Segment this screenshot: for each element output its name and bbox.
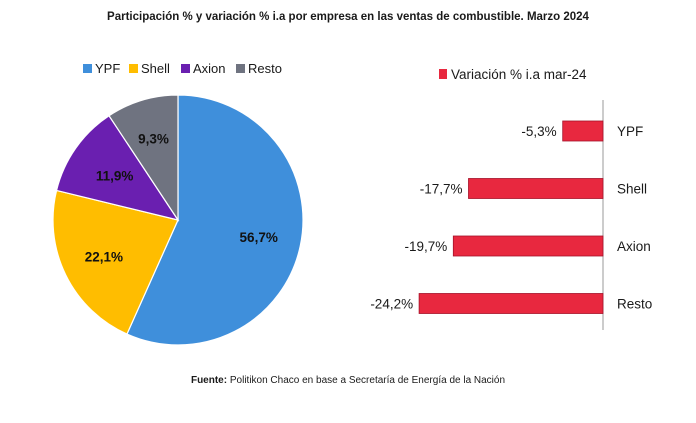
bar-value-label-ypf: -5,3% [521, 124, 556, 139]
bar-chart: -5,3% YPF -17,7% Shell -19,7% Axion -24,2% Rest… [370, 100, 652, 330]
pie-chart: 56,7% 22,1% 11,9% 9,3% [52, 94, 304, 346]
legend-label-variation: Variación % i.a mar-24 [451, 67, 587, 82]
source-label: Fuente: [190, 375, 228, 386]
bar-category-label-shell: Shell [617, 182, 647, 197]
bar-value-label-axion: -19,7% [405, 239, 448, 254]
pie-label-shell: 22,1% [85, 249, 123, 264]
legend-label-resto: Resto [248, 61, 282, 76]
bar-category-label-resto: Resto [617, 297, 652, 312]
pie-label-axion: 11,9% [96, 168, 134, 183]
source-note: Fuente: Politikon Chaco en base a Secret… [0, 375, 696, 386]
bar-resto [418, 293, 604, 314]
bar-shell [468, 178, 604, 199]
legend-swatch-variation [439, 69, 447, 79]
pie-slice-ypf [126, 94, 304, 346]
legend-label-shell: Shell [141, 61, 170, 76]
legend-label-ypf: YPF [95, 61, 120, 76]
legend-swatch-ypf [83, 64, 92, 73]
pie-label-ypf: 56,7% [240, 230, 278, 245]
legend-swatch-axion [181, 64, 190, 73]
pie-legend: YPF Shell Axion Resto [83, 61, 282, 76]
pie-slice-shell [52, 189, 179, 335]
bar-value-label-resto: -24,2% [370, 297, 413, 312]
bar-axion [452, 235, 604, 257]
bar-legend: Variación % i.a mar-24 [439, 67, 587, 82]
bar-category-label-ypf: YPF [617, 124, 643, 139]
legend-swatch-resto [236, 64, 245, 73]
pie-slice-resto [108, 94, 179, 222]
pie-label-resto: 9,3% [138, 132, 169, 147]
pie-slice-axion [55, 114, 180, 221]
bar-category-label-axion: Axion [617, 239, 651, 254]
chart-title: Participación % y variación % i.a por em… [107, 11, 589, 23]
bar-value-label-shell: -17,7% [420, 182, 463, 197]
bar-ypf [562, 120, 604, 142]
legend-label-axion: Axion [193, 61, 226, 76]
source-text: Politikon Chaco en base a Secretaría de … [229, 375, 506, 386]
legend-swatch-shell [129, 64, 138, 73]
